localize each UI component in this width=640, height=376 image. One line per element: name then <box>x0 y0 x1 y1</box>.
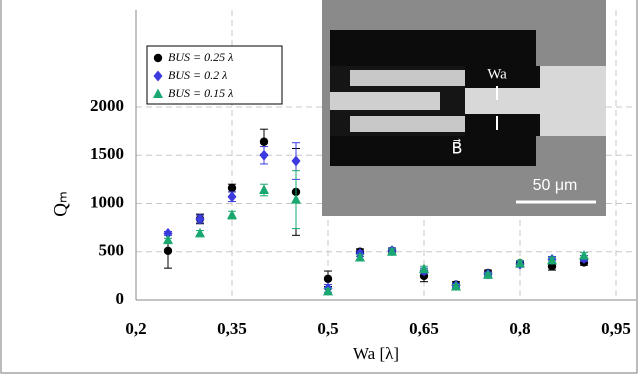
inset-image: Wa B⃗ 50 μm <box>322 0 606 216</box>
x-tick-label: 0,65 <box>409 319 439 338</box>
x-tick-label: 0,95 <box>601 319 631 338</box>
data-point <box>164 247 172 255</box>
data-point <box>195 228 205 238</box>
x-tick-label: 0,8 <box>509 319 530 338</box>
y-tick-label: 2000 <box>90 96 124 115</box>
y-tick-label: 1500 <box>90 144 124 163</box>
data-point <box>324 275 332 283</box>
data-point <box>259 184 269 194</box>
data-point <box>260 138 268 146</box>
data-point <box>163 235 173 245</box>
data-point <box>228 191 237 202</box>
inset-light <box>330 92 440 110</box>
inset-dark <box>330 136 536 166</box>
data-point <box>292 156 301 167</box>
data-point <box>260 150 269 161</box>
inset-light <box>350 70 470 86</box>
inset-light <box>350 116 470 132</box>
inset-dark <box>465 114 540 136</box>
inset-scale-label: 50 μm <box>533 177 578 194</box>
x-tick-label: 0,35 <box>217 319 247 338</box>
data-point <box>228 184 236 192</box>
y-axis-label: Qₘ <box>50 191 71 217</box>
chart: 0 500 1000 1500 2000 0,2 0,35 0,5 0,65 0,8 0,95 Wa… <box>0 0 640 376</box>
x-axis-label: Wa [λ] <box>353 344 399 363</box>
inset-label: Wa <box>487 66 507 82</box>
y-tick-label: 1000 <box>90 192 124 211</box>
legend-label: BUS = 0.25 λ <box>168 50 233 64</box>
x-tick-label: 0,2 <box>125 319 146 338</box>
inset-label: B⃗ <box>452 138 463 158</box>
legend-label: BUS = 0.2 λ <box>168 68 227 82</box>
x-tick-label: 0,5 <box>317 319 338 338</box>
y-tick-label: 0 <box>116 289 125 308</box>
data-point <box>291 194 301 204</box>
inset-dark <box>330 30 536 66</box>
legend-label: BUS = 0.15 λ <box>168 86 233 100</box>
legend-marker <box>154 54 162 62</box>
y-tick-label: 500 <box>99 241 125 260</box>
